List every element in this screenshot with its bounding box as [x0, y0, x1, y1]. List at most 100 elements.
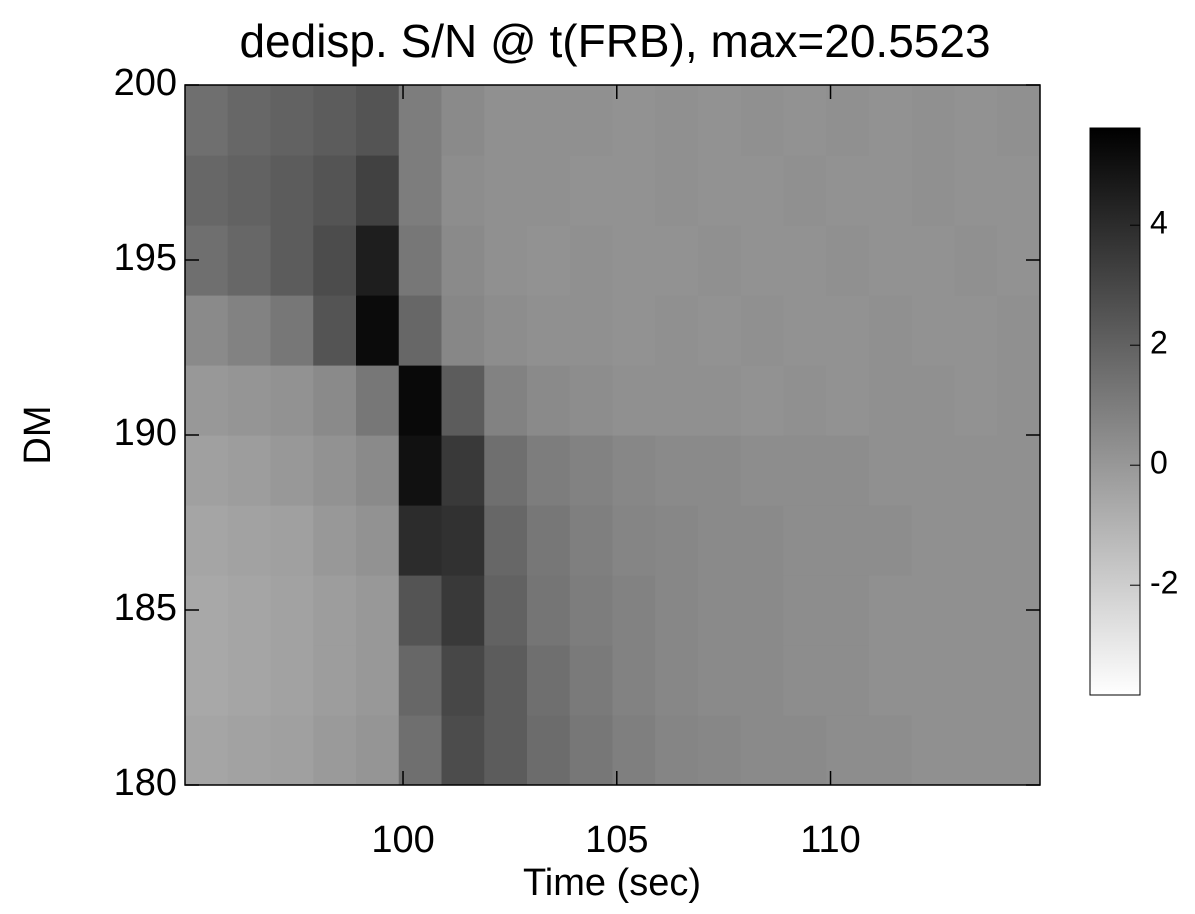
- heatmap-cell: [185, 645, 229, 716]
- heatmap-cell: [227, 295, 272, 366]
- heatmap-cell: [270, 365, 314, 436]
- heatmap-cell: [612, 365, 656, 436]
- heatmap-cell: [398, 85, 443, 156]
- heatmap-cell: [826, 365, 870, 436]
- heatmap-cell: [911, 155, 956, 226]
- heatmap-cell: [227, 225, 272, 296]
- heatmap-cell: [484, 575, 528, 646]
- heatmap-cell: [356, 365, 400, 436]
- heatmap-cell: [313, 575, 357, 646]
- heatmap-cell: [826, 505, 870, 576]
- heatmap-cell: [527, 575, 571, 646]
- heatmap-cell: [527, 715, 571, 785]
- heatmap-cell: [441, 505, 485, 576]
- heatmap-cell: [484, 435, 528, 506]
- heatmap-cell: [612, 645, 656, 716]
- heatmap-cell: [398, 225, 443, 296]
- y-tick-label: 185: [114, 587, 177, 629]
- heatmap-cell: [869, 295, 913, 366]
- heatmap-cell: [569, 225, 614, 296]
- heatmap-cell: [740, 435, 785, 506]
- heatmap-cell: [740, 225, 785, 296]
- heatmap-cell: [270, 715, 314, 785]
- heatmap-cell: [698, 505, 742, 576]
- heatmap-cell: [356, 155, 400, 226]
- heatmap-cell: [484, 295, 528, 366]
- heatmap-cell: [655, 645, 699, 716]
- colorbar-tick-label: 0: [1150, 445, 1168, 481]
- heatmap-cell: [655, 225, 699, 296]
- heatmap-cell: [783, 365, 827, 436]
- heatmap-cell: [997, 295, 1040, 366]
- heatmap-cell: [356, 295, 400, 366]
- heatmap-cell: [527, 645, 571, 716]
- chart-title: dedisp. S/N @ t(FRB), max=20.5523: [239, 15, 990, 67]
- heatmap-cell: [954, 295, 998, 366]
- heatmap-cell: [826, 435, 870, 506]
- heatmap: [185, 85, 1040, 785]
- heatmap-cell: [398, 155, 443, 226]
- heatmap-cell: [911, 505, 956, 576]
- heatmap-cell: [185, 85, 229, 156]
- heatmap-cell: [869, 85, 913, 156]
- heatmap-cell: [954, 505, 998, 576]
- y-axis-label: DM: [17, 405, 59, 464]
- heatmap-cell: [356, 505, 400, 576]
- heatmap-cell: [997, 645, 1040, 716]
- heatmap-cell: [869, 575, 913, 646]
- heatmap-cell: [740, 645, 785, 716]
- heatmap-cell: [313, 85, 357, 156]
- heatmap-cell: [954, 715, 998, 785]
- heatmap-cell: [227, 715, 272, 785]
- heatmap-cell: [698, 435, 742, 506]
- colorbar-tick-label: 2: [1150, 325, 1168, 361]
- heatmap-cell: [612, 85, 656, 156]
- heatmap-cell: [227, 645, 272, 716]
- heatmap-cell: [569, 85, 614, 156]
- heatmap-cell: [313, 505, 357, 576]
- heatmap-cell: [612, 155, 656, 226]
- heatmap-cell: [270, 575, 314, 646]
- heatmap-cell: [655, 715, 699, 785]
- heatmap-cell: [185, 435, 229, 506]
- heatmap-cell: [869, 225, 913, 296]
- y-tick-label: 195: [114, 237, 177, 279]
- heatmap-cell: [783, 435, 827, 506]
- heatmap-cell: [270, 225, 314, 296]
- heatmap-cell: [911, 365, 956, 436]
- heatmap-cell: [740, 575, 785, 646]
- heatmap-cell: [869, 645, 913, 716]
- heatmap-cell: [826, 85, 870, 156]
- heatmap-cell: [997, 715, 1040, 785]
- heatmap-cell: [270, 85, 314, 156]
- heatmap-cell: [185, 715, 229, 785]
- heatmap-cell: [740, 365, 785, 436]
- heatmap-cell: [954, 365, 998, 436]
- heatmap-cell: [612, 575, 656, 646]
- heatmap-cell: [569, 365, 614, 436]
- heatmap-cell: [441, 435, 485, 506]
- heatmap-cell: [655, 85, 699, 156]
- heatmap-cell: [698, 645, 742, 716]
- heatmap-cell: [441, 295, 485, 366]
- heatmap-cell: [698, 225, 742, 296]
- heatmap-cell: [227, 505, 272, 576]
- heatmap-cell: [569, 295, 614, 366]
- heatmap-cell: [698, 85, 742, 156]
- heatmap-cell: [270, 645, 314, 716]
- heatmap-cell: [911, 295, 956, 366]
- heatmap-cell: [441, 365, 485, 436]
- heatmap-cell: [527, 505, 571, 576]
- heatmap-cell: [398, 365, 443, 436]
- heatmap-cell: [227, 575, 272, 646]
- heatmap-cell: [441, 575, 485, 646]
- x-axis-label: Time (sec): [523, 862, 701, 904]
- heatmap-cell: [313, 295, 357, 366]
- heatmap-cell: [740, 295, 785, 366]
- heatmap-cell: [527, 155, 571, 226]
- heatmap-cell: [356, 575, 400, 646]
- heatmap-cell: [869, 155, 913, 226]
- heatmap-cell: [698, 715, 742, 785]
- heatmap-cell: [740, 85, 785, 156]
